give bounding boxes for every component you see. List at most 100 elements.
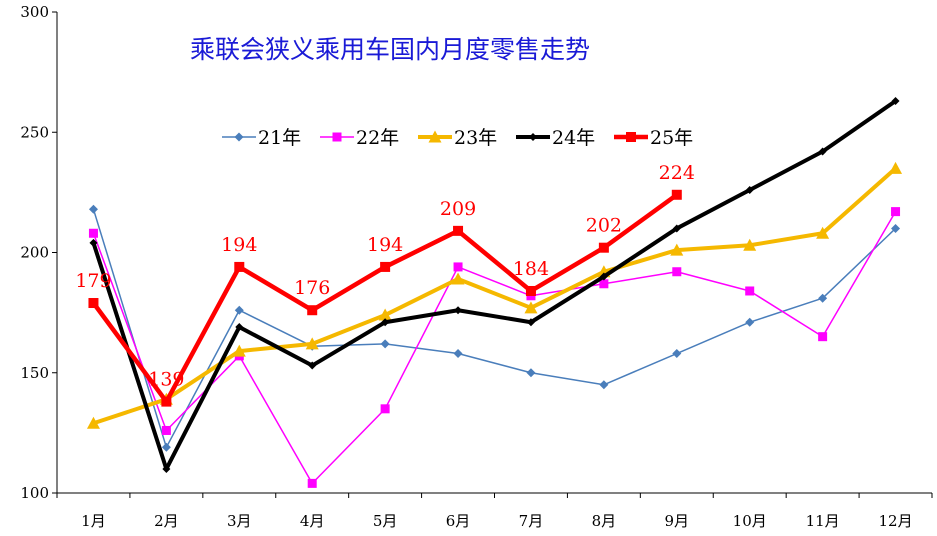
data-point [162, 464, 171, 473]
x-tick-label: 8月 [592, 512, 617, 530]
data-point [598, 242, 609, 253]
data-point [743, 238, 757, 251]
y-tick-label: 100 [20, 484, 49, 502]
data-point [308, 361, 317, 370]
x-tick-label: 12月 [878, 512, 912, 530]
data-point [670, 243, 684, 256]
data-point [745, 286, 755, 296]
data-point [232, 344, 246, 357]
legend-item: 23年 [418, 127, 497, 149]
data-point [526, 368, 536, 378]
legend-label: 25年 [650, 127, 693, 149]
legend-marker [529, 133, 537, 141]
data-point [454, 306, 463, 315]
data-point [235, 323, 244, 332]
legend-label: 24年 [552, 127, 595, 149]
data-point [380, 261, 391, 272]
data-point [526, 318, 535, 327]
legend-item: 21年 [222, 127, 301, 149]
data-point [305, 337, 319, 350]
data-point [891, 223, 901, 233]
x-tick-label: 6月 [446, 512, 471, 530]
series-4 [89, 96, 900, 473]
data-point [378, 308, 392, 321]
x-tick-label: 9月 [665, 512, 690, 530]
data-point [672, 267, 682, 277]
data-point [161, 396, 172, 407]
data-point [891, 207, 901, 217]
series-5 [88, 189, 682, 407]
legend-marker [626, 132, 636, 142]
data-point [599, 279, 609, 289]
data-label: 184 [513, 258, 549, 280]
data-point [380, 404, 390, 414]
data-label: 194 [221, 234, 257, 256]
x-tick-label: 10月 [733, 512, 767, 530]
legend-marker [234, 132, 244, 142]
legend-item: 22年 [320, 127, 399, 149]
data-labels: 179 139 194 176 194 209 184 202 224 [75, 162, 695, 391]
data-point [86, 416, 100, 429]
data-label: 209 [440, 198, 476, 220]
series-line [91, 99, 897, 471]
x-tick-label: 7月 [519, 512, 544, 530]
data-point [307, 305, 318, 316]
data-point [816, 226, 830, 239]
data-point [891, 96, 900, 105]
data-point [745, 185, 754, 194]
data-point [818, 332, 828, 342]
y-tick-label: 250 [20, 123, 49, 141]
series-2 [88, 207, 901, 488]
data-point [88, 228, 98, 238]
series-lines [86, 96, 903, 488]
legend-marker [428, 130, 442, 143]
data-point [161, 425, 171, 435]
data-point [672, 224, 681, 233]
data-point [889, 161, 903, 174]
legend-item: 25年 [614, 127, 693, 149]
legend-item: 24年 [516, 127, 595, 149]
x-tick-label: 4月 [300, 512, 325, 530]
legend: 21年 22年 23年 24年 25年 [222, 127, 693, 149]
y-tick-label: 150 [20, 364, 49, 382]
data-point [453, 225, 464, 236]
series-line [92, 208, 897, 449]
data-label: 179 [75, 270, 111, 292]
data-point [818, 293, 828, 303]
data-point [745, 317, 755, 327]
data-label: 139 [148, 369, 184, 391]
data-point [525, 285, 536, 296]
legend-label: 21年 [258, 127, 301, 149]
chart-title: 乘联会狭义乘用车国内月度零售走势 [190, 35, 590, 64]
y-tick-label: 200 [20, 244, 49, 262]
data-point [672, 349, 682, 359]
data-point [307, 478, 317, 488]
x-tick-label: 11月 [806, 512, 840, 530]
data-label: 202 [586, 215, 622, 237]
data-point [599, 380, 609, 390]
y-tick-label: 300 [20, 3, 49, 21]
data-point [381, 318, 390, 327]
x-tick-label: 5月 [373, 512, 398, 530]
data-point [599, 272, 608, 281]
series-line [92, 166, 897, 426]
data-point [453, 262, 463, 272]
tick-labels: 100 150 200 250 300 1月 2月 3月 4月 5月 6月 7月 8月 9月 10月 11月 1… [20, 3, 912, 530]
data-point [380, 339, 390, 349]
legend-label: 22年 [356, 127, 399, 149]
data-point [671, 189, 682, 200]
data-point [234, 261, 245, 272]
data-label: 194 [367, 234, 403, 256]
data-point [453, 349, 463, 359]
x-tick-label: 2月 [154, 512, 179, 530]
data-label: 224 [659, 162, 695, 184]
data-point [524, 301, 538, 314]
data-point [161, 442, 171, 452]
series-1 [88, 204, 901, 452]
x-tick-label: 1月 [81, 512, 106, 530]
data-point [818, 147, 827, 156]
data-point [89, 238, 98, 247]
data-point [234, 305, 244, 315]
